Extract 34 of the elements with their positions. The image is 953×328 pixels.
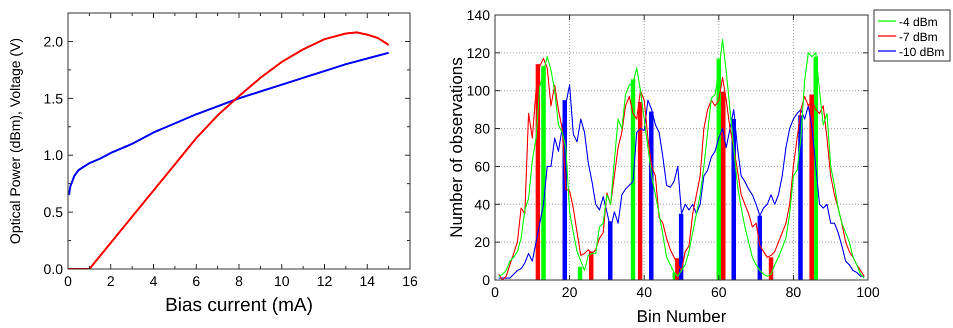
x-tick-label: 10: [274, 273, 290, 289]
x-axis-title: Bin Number: [636, 307, 727, 326]
y-tick-label: 20: [474, 234, 490, 250]
y-tick-label: 1.5: [44, 90, 64, 106]
x-tick-label: 40: [636, 284, 652, 300]
x-tick-label: 100: [856, 284, 880, 300]
line-series: [68, 52, 390, 196]
y-axis-title: Number of observations: [447, 57, 466, 238]
text: 0.0: [44, 261, 63, 277]
legend-label: -7 dBm: [899, 30, 938, 44]
y-tick-label: 0.5: [44, 204, 64, 220]
x-tick-label: 80: [786, 284, 802, 300]
y-tick-label: 100: [466, 82, 490, 99]
x-tick-label: 8: [235, 273, 244, 289]
y-tick-label: 2.0: [44, 33, 64, 50]
x-tick-label: 12: [316, 273, 332, 289]
x-axis-title: Bias current (mA): [165, 295, 313, 316]
y-tick-label: 80: [474, 120, 490, 137]
y-tick-label: 140: [466, 7, 490, 23]
x-tick-label: 6: [192, 273, 200, 289]
x-tick-label: 60: [711, 284, 727, 300]
x-tick-label: 14: [359, 273, 376, 289]
y-tick-label: 40: [474, 196, 490, 212]
y-tick-label: 60: [474, 158, 490, 174]
x-tick-label: 16: [402, 273, 418, 289]
x-tick-label: 2: [106, 273, 115, 289]
x-tick-label: 4: [150, 273, 158, 289]
legend-label: -10 dBm: [899, 45, 944, 59]
y-tick-label: 1.0: [44, 147, 64, 164]
y-axis-title: Optical Power (dBm), Voltage (V): [7, 38, 23, 244]
y-tick-label: 120: [466, 44, 490, 61]
legend-label: -4 dBm: [899, 15, 938, 29]
x-tick-label: 20: [562, 284, 578, 300]
line-series: [68, 31, 390, 269]
